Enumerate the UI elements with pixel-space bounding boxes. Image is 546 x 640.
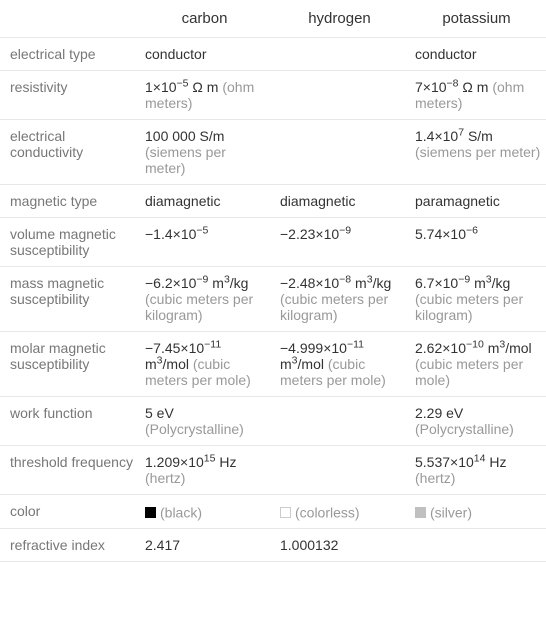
cell-value: −4.999×10−11 m3/mol (cubic meters per mo… — [272, 332, 407, 397]
cell-value: 6.7×10−9 m3/kg (cubic meters per kilogra… — [407, 267, 546, 332]
row-label: molar magnetic susceptibility — [0, 332, 137, 397]
row-label: electrical conductivity — [0, 120, 137, 185]
cell-value: −7.45×10−11 m3/mol (cubic meters per mol… — [137, 332, 272, 397]
table-row: volume magnetic susceptibility −1.4×10−5… — [0, 218, 546, 267]
table-row: molar magnetic susceptibility −7.45×10−1… — [0, 332, 546, 397]
cell-value — [272, 397, 407, 446]
header-row: carbon hydrogen potassium — [0, 0, 546, 38]
table-row: magnetic type diamagnetic diamagnetic pa… — [0, 185, 546, 218]
cell-value: (black) — [137, 495, 272, 529]
cell-value: 1.000132 — [272, 529, 407, 562]
cell-value — [272, 446, 407, 495]
cell-value: −2.48×10−8 m3/kg (cubic meters per kilog… — [272, 267, 407, 332]
cell-value — [272, 38, 407, 71]
row-label: electrical type — [0, 38, 137, 71]
header-empty — [0, 0, 137, 38]
cell-value: 5.537×1014 Hz (hertz) — [407, 446, 546, 495]
cell-value: 2.417 — [137, 529, 272, 562]
cell-value: paramagnetic — [407, 185, 546, 218]
table-row: refractive index 2.417 1.000132 — [0, 529, 546, 562]
cell-value: 2.62×10−10 m3/mol (cubic meters per mole… — [407, 332, 546, 397]
cell-value: 1.4×107 S/m (siemens per meter) — [407, 120, 546, 185]
row-label: refractive index — [0, 529, 137, 562]
cell-value: 5.74×10−6 — [407, 218, 546, 267]
color-swatch-colorless — [280, 507, 291, 518]
row-label: threshold frequency — [0, 446, 137, 495]
cell-value: 2.29 eV (Polycrystalline) — [407, 397, 546, 446]
cell-value: diamagnetic — [272, 185, 407, 218]
cell-value: −1.4×10−5 — [137, 218, 272, 267]
header-potassium: potassium — [407, 0, 546, 38]
cell-value: 1.209×1015 Hz (hertz) — [137, 446, 272, 495]
color-swatch-black — [145, 507, 156, 518]
cell-value: 5 eV (Polycrystalline) — [137, 397, 272, 446]
table-row: electrical conductivity 100 000 S/m (sie… — [0, 120, 546, 185]
cell-value: 100 000 S/m (siemens per meter) — [137, 120, 272, 185]
table-row: threshold frequency 1.209×1015 Hz (hertz… — [0, 446, 546, 495]
table-row: resistivity 1×10−5 Ω m (ohm meters) 7×10… — [0, 71, 546, 120]
cell-value — [272, 120, 407, 185]
cell-value: 1×10−5 Ω m (ohm meters) — [137, 71, 272, 120]
row-label: volume magnetic susceptibility — [0, 218, 137, 267]
table-row: color (black) (colorless) (silver) — [0, 495, 546, 529]
properties-table: carbon hydrogen potassium electrical typ… — [0, 0, 546, 562]
cell-value: −2.23×10−9 — [272, 218, 407, 267]
row-label: magnetic type — [0, 185, 137, 218]
cell-value: diamagnetic — [137, 185, 272, 218]
cell-value — [407, 529, 546, 562]
cell-value: (colorless) — [272, 495, 407, 529]
table-row: work function 5 eV (Polycrystalline) 2.2… — [0, 397, 546, 446]
cell-value: conductor — [137, 38, 272, 71]
header-carbon: carbon — [137, 0, 272, 38]
row-label: mass magnetic susceptibility — [0, 267, 137, 332]
row-label: resistivity — [0, 71, 137, 120]
cell-value: (silver) — [407, 495, 546, 529]
color-swatch-silver — [415, 507, 426, 518]
header-hydrogen: hydrogen — [272, 0, 407, 38]
cell-value: −6.2×10−9 m3/kg (cubic meters per kilogr… — [137, 267, 272, 332]
cell-value — [272, 71, 407, 120]
row-label: color — [0, 495, 137, 529]
table-row: mass magnetic susceptibility −6.2×10−9 m… — [0, 267, 546, 332]
cell-value: conductor — [407, 38, 546, 71]
table-row: electrical type conductor conductor — [0, 38, 546, 71]
row-label: work function — [0, 397, 137, 446]
cell-value: 7×10−8 Ω m (ohm meters) — [407, 71, 546, 120]
